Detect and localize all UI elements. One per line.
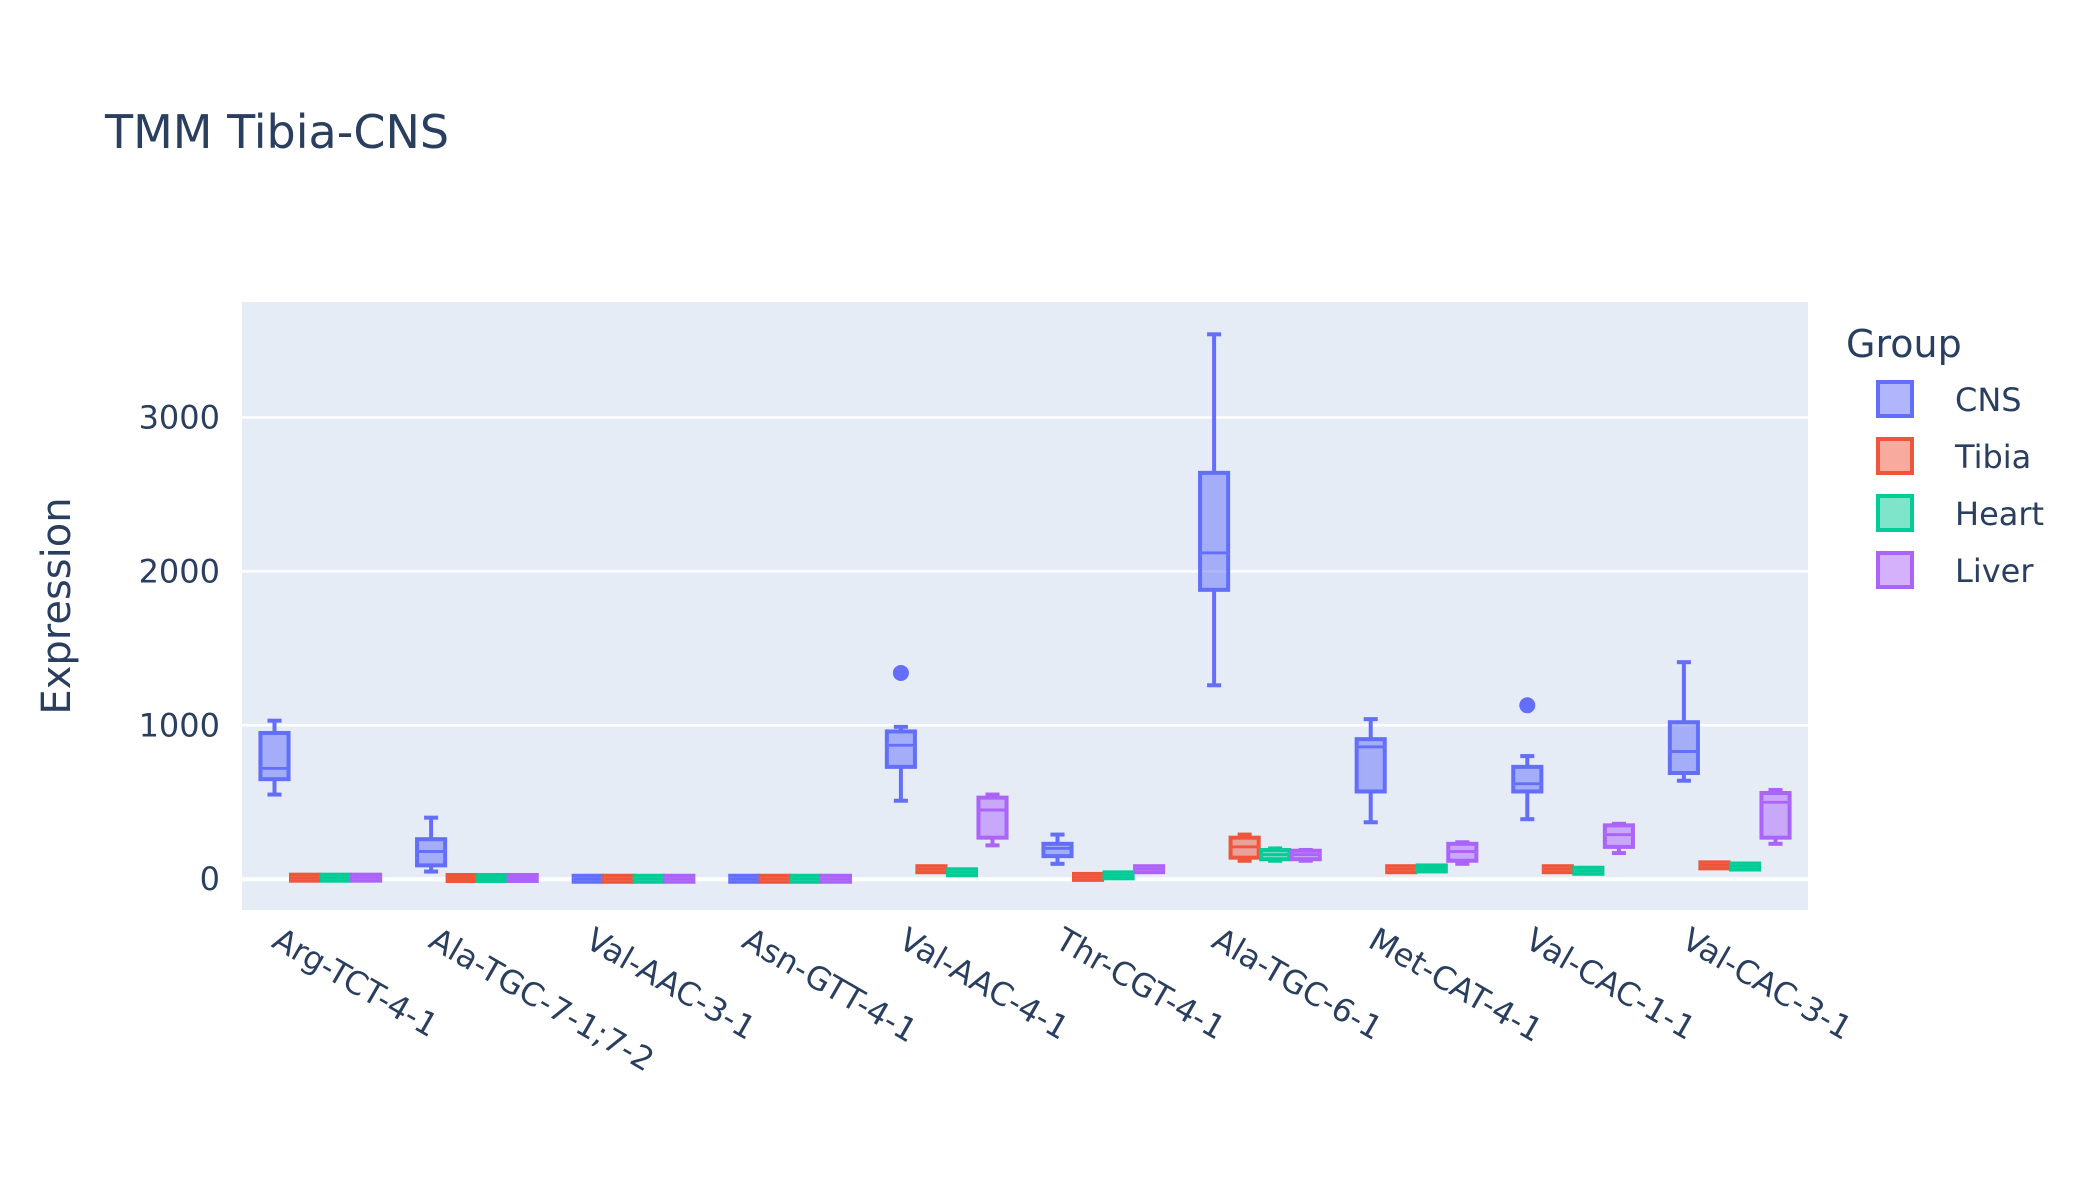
x-tick-label: Met-CAT-4-1 [1363,920,1550,1050]
box-liver-3 [819,873,852,884]
y-axis-title: Expression [34,497,80,714]
box-tibia-7 [1385,864,1418,875]
legend-item-tibia: Tibia [1876,437,2031,476]
box-cns-8 [1511,697,1544,822]
legend-label: Heart [1955,495,2044,533]
box-tibia-4 [915,864,948,875]
box-cns-1 [415,815,448,874]
x-tick-label: Thr-CGT-4-1 [1048,920,1231,1048]
y-tick-label: 3000 [139,398,220,436]
legend-swatch [1876,494,1914,532]
box-tibia-8 [1541,864,1574,875]
box-heart-5 [1102,870,1135,881]
outlier-point [892,664,909,681]
x-tick-label: Val-AAC-4-1 [893,920,1076,1047]
series-liver [350,787,1792,884]
x-tick-label: Asn-GTT-4-1 [736,920,924,1050]
box-heart-2 [632,873,665,884]
box-cns-9 [1667,660,1700,783]
series-cns [258,332,1700,884]
x-tick-label: Ala-TGC-6-1 [1206,920,1389,1048]
x-tick-label: Val-CAC-1-1 [1519,920,1702,1048]
chart-title: TMM Tibia-CNS [104,105,449,159]
box-cns-3 [728,873,761,884]
box-cns-0 [258,718,291,797]
y-axis-ticks: 0 1000 2000 3000 [139,398,220,898]
box-iqr [1602,823,1635,849]
box-iqr [1667,720,1700,776]
box-heart-7 [1415,863,1448,874]
box-liver-1 [506,872,539,883]
legend-title: Group [1846,322,1962,366]
box-liver-5 [1133,864,1166,875]
box-cns-4 [884,664,917,803]
series-tibia [288,832,1731,884]
box-iqr [258,730,291,782]
legend-swatch [1876,437,1914,475]
box-iqr [884,729,917,769]
box-cns-2 [571,873,604,884]
box-iqr [1041,841,1074,859]
outlier-point [1519,697,1536,714]
x-tick-label: Arg-TCT-4-1 [266,920,444,1045]
box-tibia-1 [445,872,478,883]
legend: Group CNS Tibia Heart Liver [1846,322,2044,590]
legend-item-cns: CNS [1876,380,2022,419]
box-tibia-2 [602,873,635,884]
box-iqr [1511,764,1544,794]
legend-label: Tibia [1954,438,2031,476]
legend-item-heart: Heart [1876,494,2044,533]
box-iqr [1759,791,1792,840]
box-liver-8 [1602,821,1635,856]
box-heart-8 [1572,865,1605,876]
box-cns-5 [1041,832,1074,866]
box-heart-1 [476,872,509,883]
box-tibia-5 [1071,871,1105,882]
legend-swatch [1876,380,1914,418]
box-heart-9 [1728,861,1762,872]
box-iqr [976,795,1009,840]
legend-swatch [1876,551,1914,589]
legend-item-liver: Liver [1876,551,2034,590]
box-heart-0 [319,872,352,883]
legend-label: Liver [1955,552,2034,590]
y-tick-label: 0 [200,860,220,898]
box-liver-4 [976,792,1009,848]
box-liver-0 [350,872,383,883]
box-iqr [1198,470,1231,592]
y-tick-label: 2000 [139,552,220,590]
series-heart [319,846,1762,884]
box-tibia-9 [1698,860,1731,871]
box-heart-3 [789,873,822,884]
box-cns-7 [1354,717,1387,825]
y-tick-label: 1000 [139,706,220,744]
box-liver-7 [1446,840,1479,866]
x-tick-label: Val-CAC-3-1 [1676,920,1859,1048]
box-series [258,332,1792,884]
plot-background [242,302,1808,910]
box-heart-6 [1259,846,1292,863]
box-liver-9 [1759,787,1792,846]
box-tibia-3 [758,873,791,884]
box-cns-6 [1198,332,1231,688]
x-axis-ticks: Arg-TCT-4-1Ala-TGC-7-1;7-2Val-AAC-3-1Asn… [266,920,1858,1080]
box-tibia-0 [288,872,322,883]
box-liver-2 [663,873,696,884]
legend-label: CNS [1955,381,2022,419]
box-tibia-6 [1228,832,1261,863]
box-heart-4 [945,867,979,878]
box-liver-6 [1289,847,1322,863]
